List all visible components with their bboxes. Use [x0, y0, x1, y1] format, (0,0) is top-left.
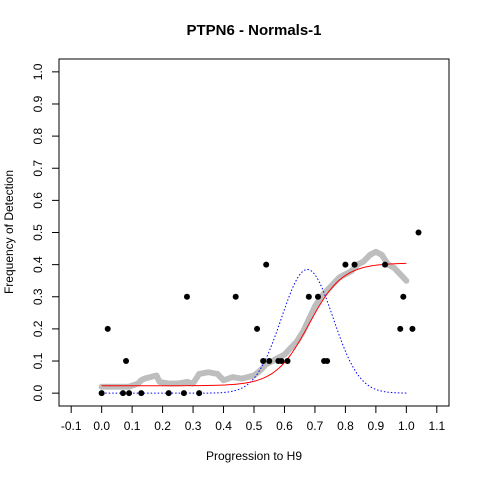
- y-tick-label: 0.1: [31, 352, 45, 369]
- x-tick-label: 0.7: [307, 419, 324, 433]
- x-tick-label: 0.8: [337, 419, 354, 433]
- x-tick-label: 0.1: [124, 419, 141, 433]
- y-tick-label: 0.9: [31, 95, 45, 112]
- observed-points: [98, 229, 422, 397]
- x-tick-label: 1.1: [428, 419, 445, 433]
- observed-point: [123, 358, 130, 365]
- observed-point: [180, 390, 187, 397]
- observed-point: [254, 325, 261, 332]
- x-tick-label: 0.9: [368, 419, 385, 433]
- x-tick-label: 0.3: [185, 419, 202, 433]
- observed-point: [278, 358, 285, 365]
- chart-title: PTPN6 - Normals-1: [186, 22, 321, 39]
- observed-point: [196, 390, 203, 397]
- observed-point: [284, 358, 291, 365]
- observed-point: [232, 293, 239, 300]
- y-axis: 0.0 0.1 0.2 0.3 0.4 0.5 0.6 0.7 0.8 0.9 1.0: [31, 63, 60, 401]
- y-tick-label: 0.8: [31, 127, 45, 144]
- y-axis-label: Frequency of Detection: [2, 170, 16, 294]
- observed-point: [397, 325, 404, 332]
- observed-point: [119, 390, 126, 397]
- observed-point: [305, 293, 312, 300]
- observed-point: [260, 358, 267, 365]
- x-tick-label: 1.0: [398, 419, 415, 433]
- observed-point: [104, 325, 111, 332]
- observed-point: [263, 261, 270, 268]
- observed-point: [98, 390, 105, 397]
- x-tick-label: -0.1: [61, 419, 82, 433]
- observed-point: [400, 293, 407, 300]
- observed-point: [409, 325, 416, 332]
- x-axis: -0.1 0.0 0.1 0.2 0.3 0.4 0.5 0.6 0.7 0.8 0.9 1.0 1.1: [61, 405, 445, 433]
- x-axis-label: Progression to H9: [206, 449, 302, 463]
- y-tick-label: 0.6: [31, 192, 45, 209]
- y-tick-label: 0.3: [31, 288, 45, 305]
- y-tick-label: 0.0: [31, 384, 45, 401]
- x-tick-label: 0.0: [93, 419, 110, 433]
- smoothed-trace: [98, 248, 410, 390]
- observed-point: [126, 390, 133, 397]
- x-tick-label: 0.4: [215, 419, 232, 433]
- observed-point: [382, 261, 389, 268]
- y-tick-label: 0.7: [31, 160, 45, 177]
- observed-point: [266, 358, 273, 365]
- observed-point: [342, 261, 349, 268]
- y-tick-label: 1.0: [31, 63, 45, 80]
- observed-point: [314, 293, 321, 300]
- y-tick-label: 0.4: [31, 256, 45, 273]
- observed-point: [138, 390, 145, 397]
- observed-point: [183, 293, 190, 300]
- x-tick-label: 0.5: [246, 419, 263, 433]
- plot-frame: [58, 58, 450, 407]
- x-tick-label: 0.2: [154, 419, 171, 433]
- observed-point: [351, 261, 358, 268]
- smoothed-point: [403, 277, 410, 284]
- x-tick-label: 0.6: [276, 419, 293, 433]
- observed-point: [415, 229, 422, 236]
- y-tick-label: 0.2: [31, 320, 45, 337]
- observed-point: [165, 390, 172, 397]
- y-tick-label: 0.5: [31, 224, 45, 241]
- fit-curve: [101, 262, 407, 387]
- observed-point: [324, 358, 331, 365]
